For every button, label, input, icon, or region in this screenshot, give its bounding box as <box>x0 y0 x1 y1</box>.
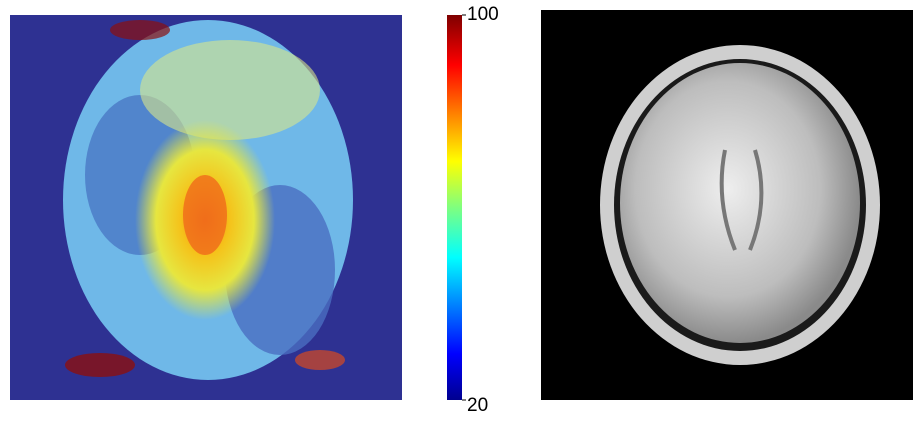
colorbar-tick-label: 100 <box>467 4 499 25</box>
colorbar <box>447 15 462 400</box>
colorbar-tick-label: 20 <box>467 395 488 416</box>
mri-panel <box>541 10 913 400</box>
figure: 20 100 <box>0 0 922 418</box>
heatmap-panel <box>10 15 402 400</box>
